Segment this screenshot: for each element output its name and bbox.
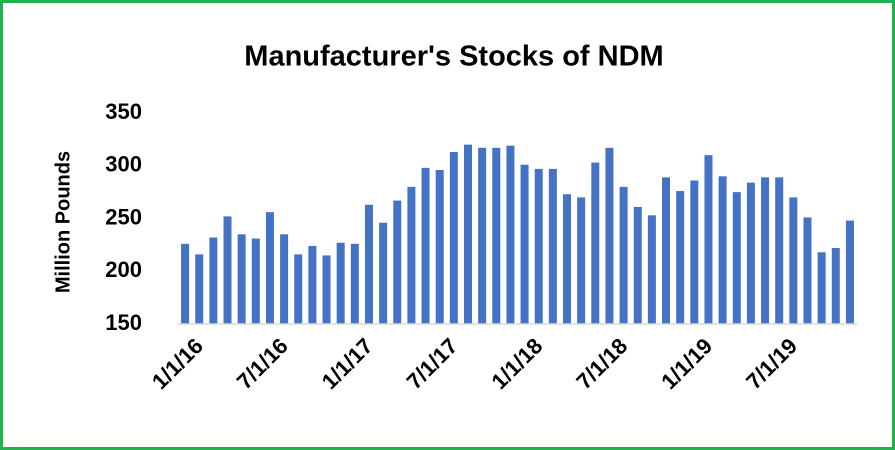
bar	[223, 216, 232, 324]
bar	[831, 248, 840, 324]
bar	[407, 186, 416, 324]
bar	[690, 180, 699, 324]
bar	[775, 177, 784, 324]
bar	[435, 169, 444, 324]
bar	[605, 147, 614, 324]
bar	[492, 147, 501, 324]
bar	[520, 164, 529, 324]
bar	[506, 145, 515, 324]
bar	[803, 217, 812, 324]
y-tick-label: 150	[105, 310, 142, 335]
bar	[732, 192, 741, 324]
bar	[449, 152, 458, 324]
bar	[577, 197, 586, 324]
bar	[209, 237, 218, 324]
y-tick-label: 300	[105, 152, 142, 177]
chart-title: Manufacturer's Stocks of NDM	[244, 41, 663, 73]
bar	[237, 234, 246, 324]
bar	[251, 238, 260, 324]
bar	[294, 254, 303, 324]
bar	[322, 255, 331, 324]
bar	[704, 155, 713, 324]
bar	[548, 168, 557, 324]
y-tick-label: 200	[105, 257, 142, 282]
bar	[181, 243, 190, 324]
bar	[619, 186, 628, 324]
y-tick-label: 350	[105, 99, 142, 124]
bar	[647, 215, 656, 324]
bar	[308, 245, 317, 324]
bar	[845, 220, 854, 324]
bar	[761, 177, 770, 324]
bar	[463, 144, 472, 324]
bar	[478, 147, 487, 324]
bar	[534, 168, 543, 324]
bar	[718, 176, 727, 324]
bar	[364, 204, 373, 324]
y-tick-label: 250	[105, 204, 142, 229]
y-axis-label: Million Pounds	[52, 151, 74, 293]
bar	[789, 197, 798, 324]
bar	[591, 162, 600, 324]
bar	[746, 182, 755, 324]
bar	[379, 222, 388, 324]
bar	[676, 191, 685, 324]
bar	[336, 242, 345, 324]
bar	[563, 194, 572, 324]
bar	[421, 167, 430, 324]
bar	[195, 254, 204, 324]
bar	[350, 243, 359, 324]
bar	[817, 252, 826, 324]
bar	[662, 177, 671, 324]
bar	[393, 200, 402, 324]
bar	[280, 234, 289, 324]
bar	[633, 206, 642, 324]
bar	[265, 212, 274, 324]
